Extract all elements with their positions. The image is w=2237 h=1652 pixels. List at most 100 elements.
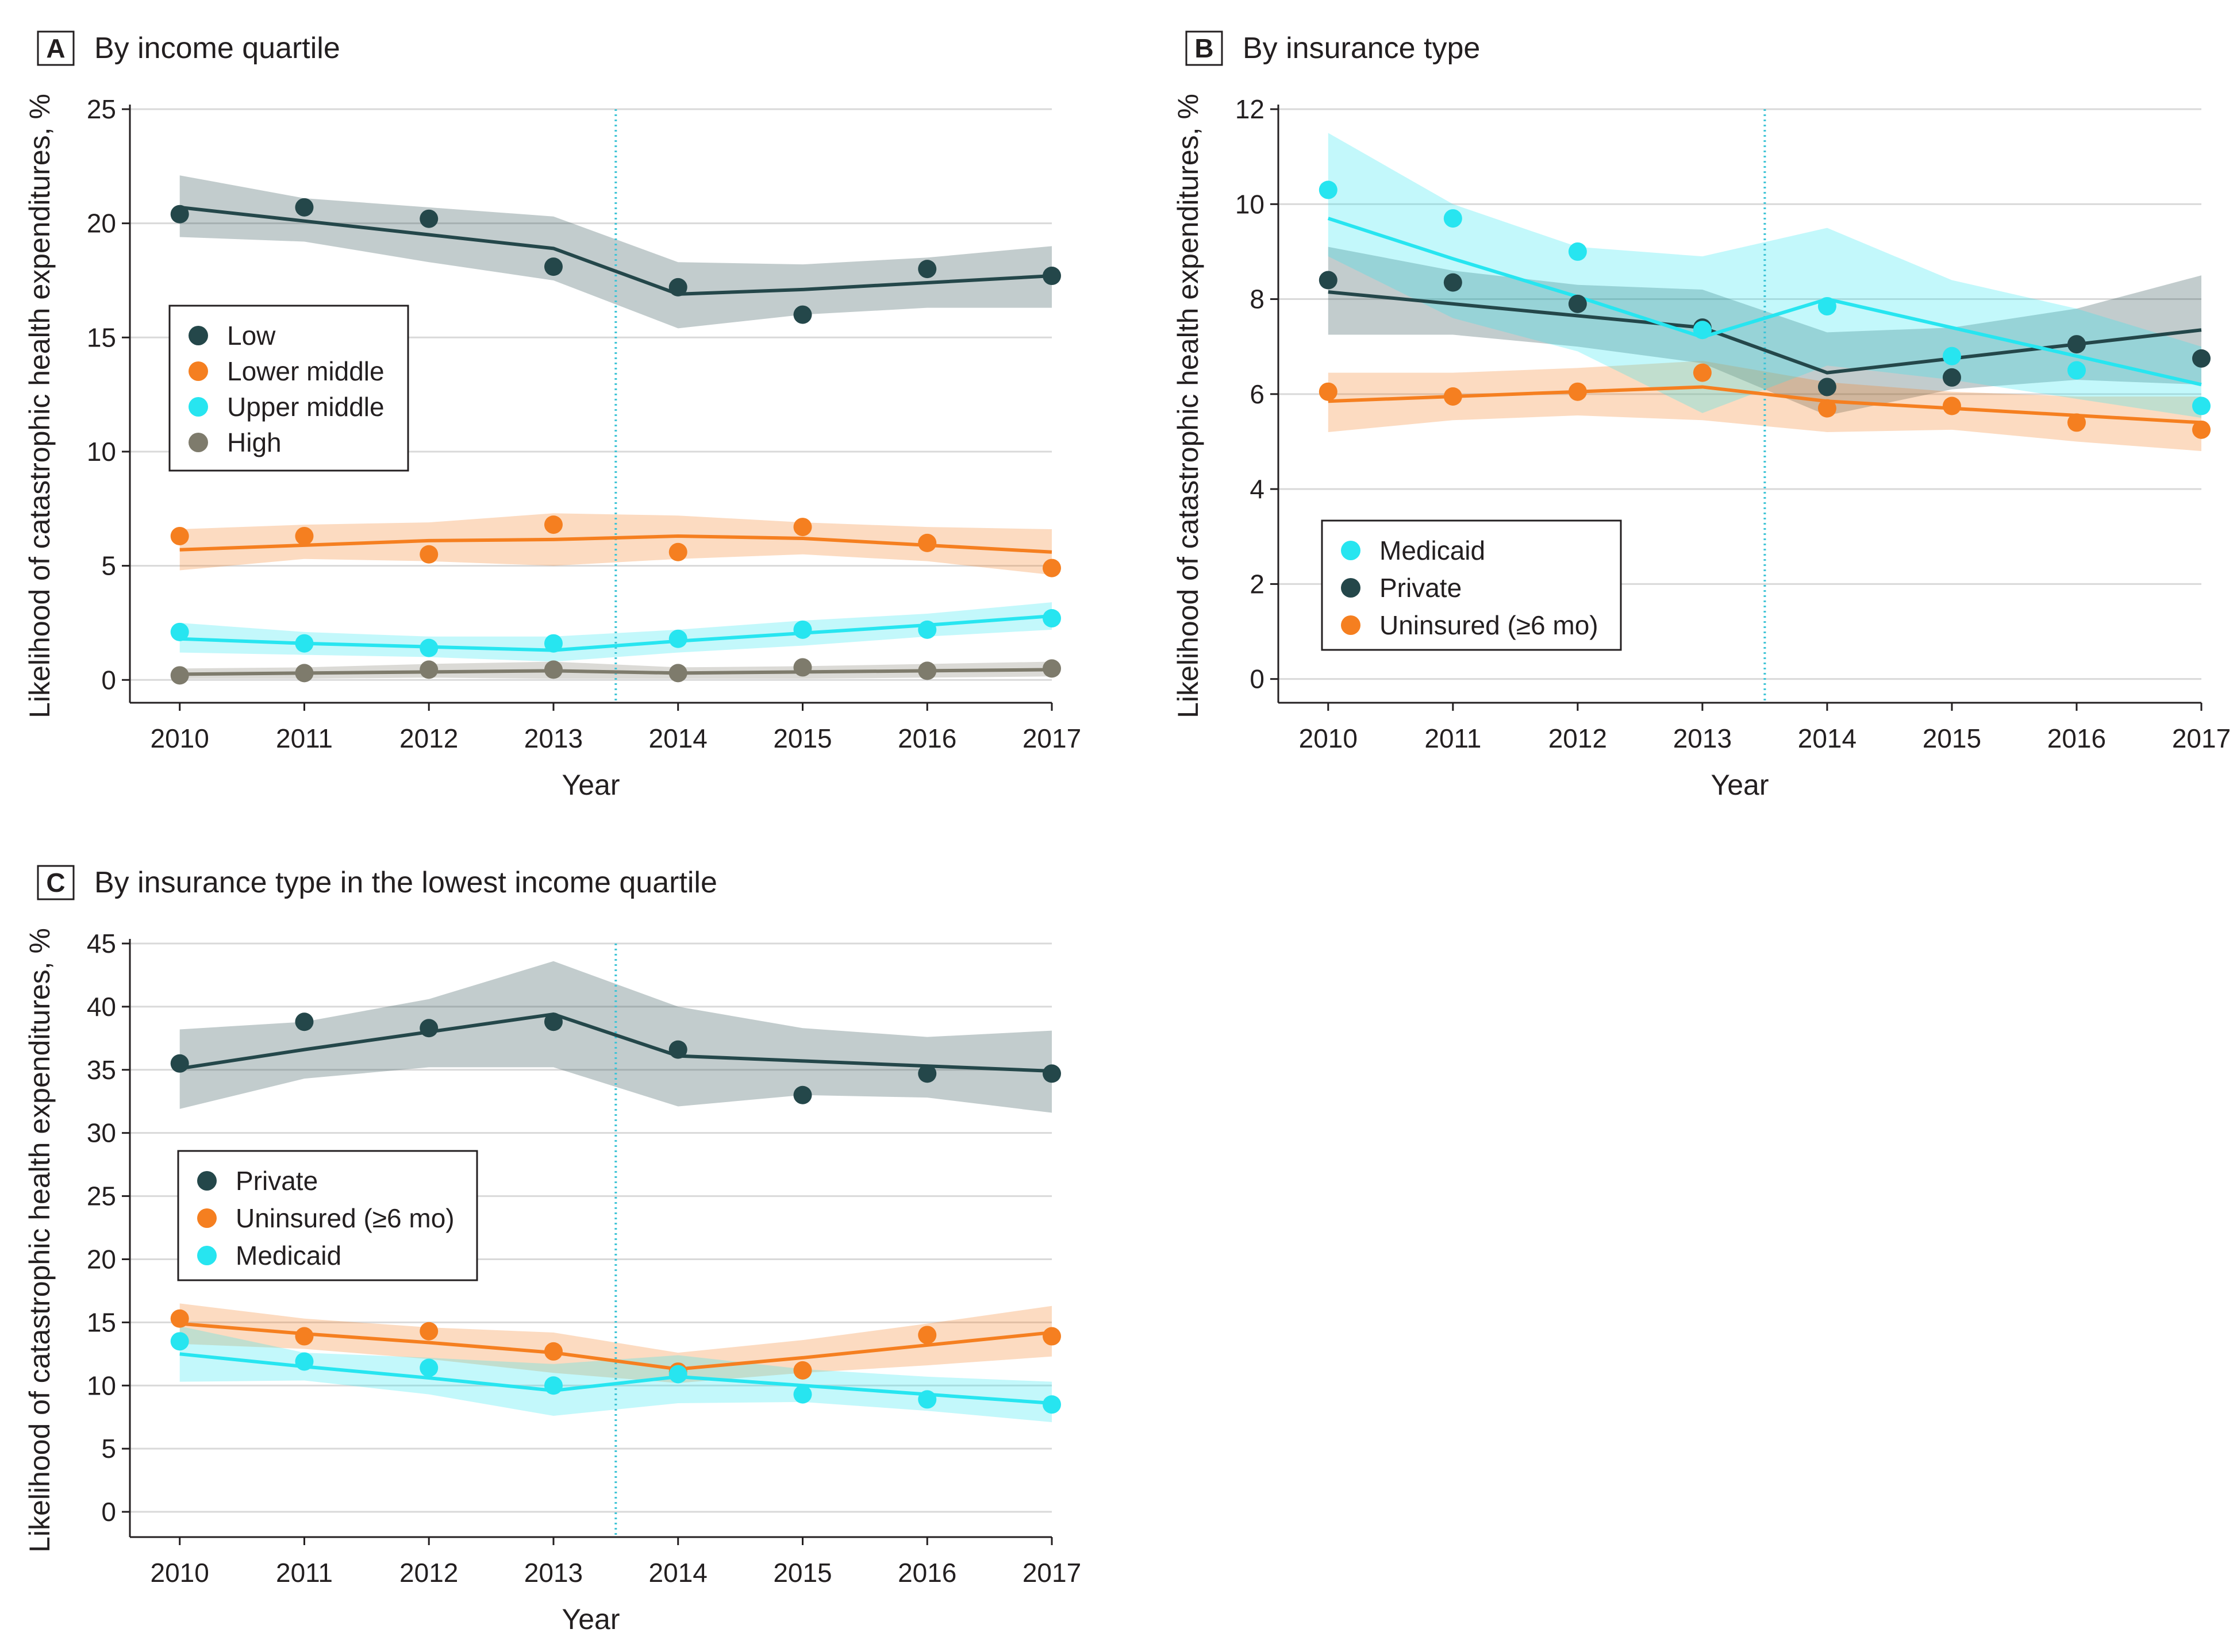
y-tick-label: 20 bbox=[87, 1244, 116, 1274]
x-tick-label: 2011 bbox=[1424, 723, 1481, 753]
fit-line-low bbox=[179, 205, 1052, 296]
point-medicaid bbox=[2192, 396, 2211, 415]
point-medicaid bbox=[1942, 346, 1961, 365]
point-upper-middle bbox=[420, 638, 439, 657]
point-private bbox=[918, 1064, 937, 1083]
y-axis-title: Likelihood of catastrophic health expend… bbox=[24, 928, 56, 1553]
point-low bbox=[420, 209, 439, 228]
point-uninsured bbox=[1817, 399, 1836, 418]
legend-label: Private bbox=[1379, 573, 1462, 603]
panel-title: By insurance type in the lowest income q… bbox=[94, 866, 717, 899]
point-high bbox=[420, 660, 439, 679]
point-lower-middle bbox=[668, 542, 687, 561]
point-medicaid bbox=[793, 1385, 812, 1404]
point-private bbox=[1319, 271, 1337, 290]
y-tick-label: 25 bbox=[87, 94, 116, 124]
point-uninsured bbox=[1942, 396, 1961, 415]
point-high bbox=[544, 660, 563, 679]
panel-letter: B bbox=[1194, 33, 1213, 63]
x-tick-label: 2015 bbox=[773, 723, 832, 753]
point-lower-middle bbox=[544, 515, 563, 534]
legend-marker-lower-middle bbox=[189, 361, 208, 381]
point-upper-middle bbox=[544, 634, 563, 653]
y-tick-label: 0 bbox=[101, 665, 116, 695]
point-low bbox=[1043, 267, 1061, 286]
ci-band-low bbox=[179, 175, 1052, 329]
y-tick-label: 10 bbox=[1235, 189, 1264, 219]
x-tick-label: 2014 bbox=[649, 723, 708, 753]
point-private bbox=[793, 1085, 812, 1104]
panel-letter-box bbox=[1185, 30, 1223, 66]
point-high bbox=[170, 666, 189, 685]
ci-band-uninsured bbox=[1328, 360, 2201, 452]
point-low bbox=[170, 205, 189, 224]
legend-label: Uninsured (≥6 mo) bbox=[236, 1203, 455, 1233]
point-upper-middle bbox=[170, 622, 189, 641]
point-uninsured bbox=[1443, 387, 1462, 406]
x-tick-label: 2011 bbox=[276, 723, 333, 753]
y-tick-label: 0 bbox=[101, 1497, 116, 1527]
point-lower-middle bbox=[793, 518, 812, 537]
panel-title: By insurance type bbox=[1243, 32, 1480, 65]
fit-line-uninsured bbox=[1328, 385, 2202, 425]
point-private bbox=[1043, 1064, 1061, 1083]
point-upper-middle bbox=[918, 620, 937, 639]
fit-line-uninsured bbox=[179, 1322, 1052, 1371]
point-medicaid bbox=[544, 1376, 563, 1395]
panel-letter-box bbox=[37, 865, 75, 900]
x-tick-label: 2013 bbox=[1673, 723, 1732, 753]
x-tick-label: 2011 bbox=[276, 1558, 333, 1588]
legend-marker-uninsured bbox=[197, 1208, 217, 1228]
point-medicaid bbox=[1319, 180, 1337, 199]
x-tick-label: 2014 bbox=[649, 1558, 708, 1588]
point-private bbox=[295, 1012, 314, 1031]
y-tick-label: 6 bbox=[1250, 379, 1264, 409]
y-tick-label: 40 bbox=[87, 992, 116, 1022]
y-tick-label: 0 bbox=[1250, 664, 1264, 694]
y-tick-label: 10 bbox=[87, 1370, 116, 1400]
point-lower-middle bbox=[420, 545, 439, 564]
x-tick-label: 2017 bbox=[2172, 723, 2231, 753]
point-medicaid bbox=[2067, 361, 2086, 380]
legend: Private Uninsured (≥6 mo) Medicaid bbox=[177, 1150, 478, 1281]
legend-label: Medicaid bbox=[236, 1241, 341, 1270]
x-tick-label: 2010 bbox=[151, 723, 209, 753]
legend-label: Low bbox=[227, 321, 276, 351]
point-low bbox=[544, 257, 563, 276]
point-upper-middle bbox=[668, 629, 687, 648]
x-tick-label: 2016 bbox=[898, 1558, 956, 1588]
fit-line-medicaid bbox=[1327, 217, 2202, 387]
legend-label: Medicaid bbox=[1379, 536, 1485, 565]
legend-marker-medicaid bbox=[197, 1246, 217, 1265]
fit-line-upper-middle bbox=[179, 614, 1052, 652]
y-tick-label: 4 bbox=[1250, 474, 1264, 504]
fit-line-lower-middle bbox=[179, 534, 1052, 554]
point-medicaid bbox=[1443, 209, 1462, 228]
point-medicaid bbox=[1693, 321, 1712, 340]
point-uninsured bbox=[544, 1342, 563, 1361]
legend-marker-low bbox=[189, 326, 208, 345]
point-uninsured bbox=[1319, 382, 1337, 401]
x-tick-label: 2010 bbox=[1299, 723, 1358, 753]
x-tick-label: 2016 bbox=[898, 723, 956, 753]
point-private bbox=[544, 1012, 563, 1031]
point-uninsured bbox=[918, 1326, 937, 1345]
point-private bbox=[1942, 368, 1961, 387]
x-tick-label: 2012 bbox=[1548, 723, 1607, 753]
point-uninsured bbox=[295, 1327, 314, 1346]
point-medicaid bbox=[295, 1352, 314, 1371]
fit-line-medicaid bbox=[179, 1352, 1052, 1405]
point-lower-middle bbox=[918, 533, 937, 552]
point-private bbox=[1568, 294, 1587, 313]
point-medicaid bbox=[170, 1332, 189, 1351]
x-tick-label: 2017 bbox=[1023, 1558, 1081, 1588]
legend-label: Lower middle bbox=[227, 356, 385, 386]
x-axis-title: Year bbox=[1711, 769, 1769, 801]
panel-title: By income quartile bbox=[94, 32, 340, 65]
y-axis-title: Likelihood of catastrophic health expend… bbox=[1172, 94, 1204, 718]
point-upper-middle bbox=[295, 634, 314, 653]
point-uninsured bbox=[793, 1361, 812, 1380]
legend-box bbox=[177, 1150, 478, 1281]
x-tick-label: 2015 bbox=[1923, 723, 1981, 753]
fit-line-private bbox=[179, 1012, 1052, 1073]
